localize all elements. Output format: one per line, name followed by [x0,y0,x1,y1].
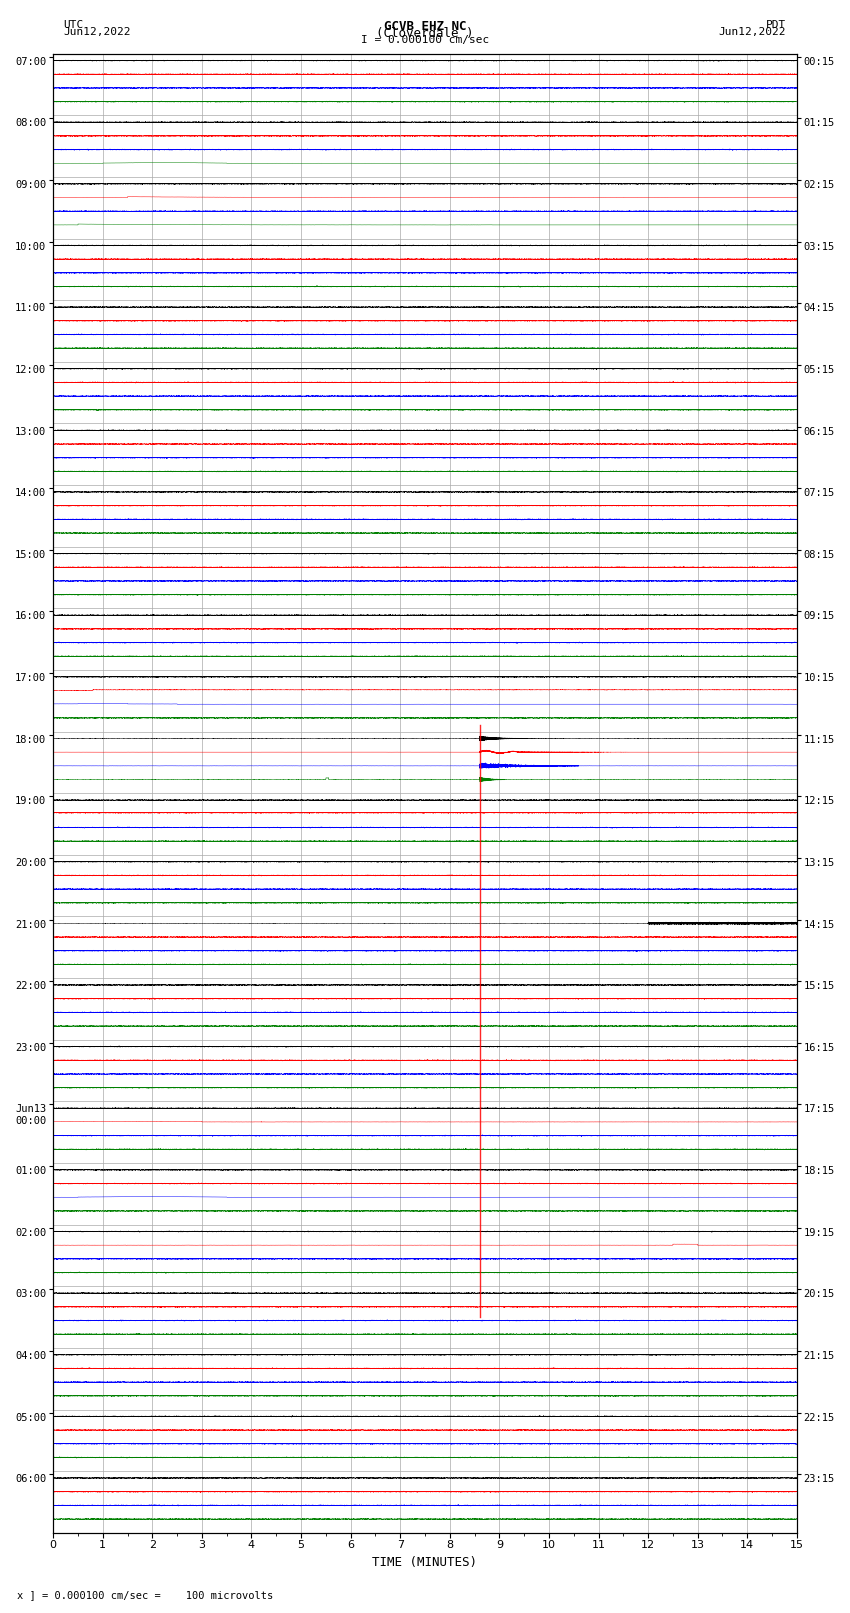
Text: GCVB EHZ NC: GCVB EHZ NC [383,19,467,34]
Text: I = 0.000100 cm/sec: I = 0.000100 cm/sec [361,35,489,45]
Text: UTC: UTC [64,19,84,31]
Text: Jun12,2022: Jun12,2022 [719,27,786,37]
Text: x ] = 0.000100 cm/sec =    100 microvolts: x ] = 0.000100 cm/sec = 100 microvolts [17,1590,273,1600]
Text: Jun12,2022: Jun12,2022 [64,27,131,37]
X-axis label: TIME (MINUTES): TIME (MINUTES) [372,1557,478,1569]
Text: (Cloverdale ): (Cloverdale ) [377,27,473,40]
Text: PDT: PDT [766,19,786,31]
